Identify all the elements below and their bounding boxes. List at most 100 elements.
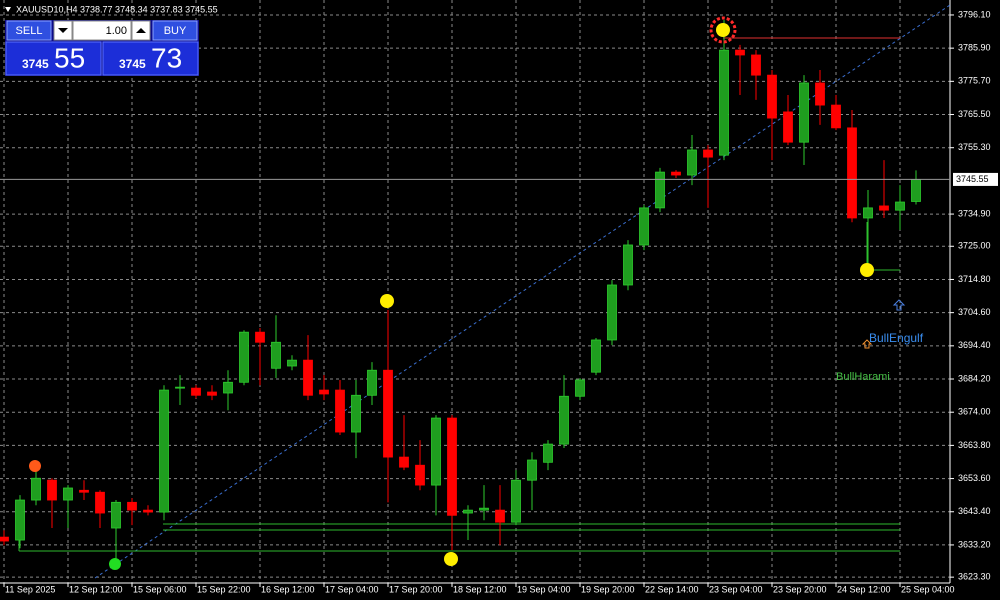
- candle-body: [351, 394, 361, 433]
- y-tick-label: 3663.80: [958, 440, 991, 450]
- candle-body: [431, 417, 441, 486]
- candle-body: [463, 509, 473, 514]
- candle-body: [575, 379, 585, 397]
- buy-label: BUY: [164, 25, 187, 37]
- candle-body: [639, 207, 649, 246]
- candle-body: [271, 341, 281, 369]
- candle-body: [287, 359, 297, 367]
- y-tick-label: 3714.80: [958, 274, 991, 284]
- candle-body: [687, 149, 697, 176]
- sell-label: SELL: [16, 25, 43, 37]
- candle-body: [239, 331, 249, 383]
- signal-dot: [716, 23, 730, 37]
- x-tick-label: 25 Sep 04:00: [901, 584, 955, 594]
- x-tick-label: 17 Sep 04:00: [325, 584, 379, 594]
- x-tick-label: 18 Sep 12:00: [453, 584, 507, 594]
- candle-body: [303, 359, 313, 396]
- candle-body: [63, 487, 73, 501]
- y-tick-label: 3684.20: [958, 373, 991, 383]
- y-tick-label: 3755.30: [958, 142, 991, 152]
- candle-body: [559, 395, 569, 445]
- y-tick-label: 3704.60: [958, 307, 991, 317]
- candle-body: [31, 477, 41, 501]
- lot-input[interactable]: [72, 20, 132, 41]
- trade-panel: SELL 1.00 BUY 3745 55 3745 73: [5, 20, 199, 76]
- arrow-icon: [892, 299, 906, 311]
- current-price-label: 3745.55: [956, 174, 989, 184]
- ask-big: 3745: [119, 57, 146, 71]
- candle-body: [895, 201, 905, 211]
- candles: [0, 19, 921, 566]
- bid-small: 55: [54, 42, 85, 73]
- candle-body: [319, 389, 329, 395]
- candle-body: [479, 507, 489, 511]
- candle-body: [399, 456, 409, 468]
- candle-body: [367, 369, 377, 396]
- candle-body: [671, 171, 681, 176]
- candle-body: [95, 491, 105, 514]
- candle-body: [223, 381, 233, 394]
- x-tick-label: 11 Sep 2025: [5, 584, 55, 594]
- candle-body: [623, 244, 633, 286]
- candle-body: [383, 369, 393, 458]
- y-tick-label: 3765.50: [958, 109, 991, 119]
- candle-body: [527, 459, 537, 481]
- x-tick-label: 23 Sep 20:00: [773, 584, 827, 594]
- x-tick-label: 12 Sep 12:00: [69, 584, 123, 594]
- candle-body: [191, 387, 201, 396]
- y-tick-label: 3643.40: [958, 506, 991, 516]
- candle-body: [607, 284, 617, 341]
- candle-body: [47, 479, 57, 501]
- y-tick-label: 3694.40: [958, 340, 991, 350]
- x-tick-label: 16 Sep 12:00: [261, 584, 315, 594]
- candle-body: [847, 127, 857, 219]
- y-tick-label: 3674.00: [958, 407, 991, 417]
- candle-body: [815, 82, 825, 106]
- bid-big: 3745: [22, 57, 49, 71]
- y-tick-label: 3633.20: [958, 539, 991, 549]
- pattern-label: BullEngulf: [869, 331, 924, 345]
- y-tick-label: 3725.00: [958, 241, 991, 251]
- signal-dot: [860, 263, 874, 277]
- x-tick-label: 23 Sep 04:00: [709, 584, 763, 594]
- candle-body: [831, 104, 841, 129]
- y-tick-label: 3785.90: [958, 43, 991, 53]
- candle-body: [511, 479, 521, 523]
- candle-body: [911, 179, 921, 202]
- buy-button[interactable]: [152, 20, 198, 41]
- candle-body: [767, 74, 777, 119]
- lot-value: 1.00: [106, 25, 127, 37]
- candle-body: [415, 464, 425, 486]
- candle-body: [591, 339, 601, 373]
- candle-body: [143, 509, 153, 513]
- x-tick-label: 22 Sep 14:00: [645, 584, 699, 594]
- candle-body: [127, 501, 137, 511]
- sell-price-box[interactable]: [5, 41, 102, 76]
- candle-body: [159, 389, 169, 513]
- candle-body: [207, 391, 217, 396]
- candle-body: [335, 389, 345, 433]
- ask-small: 73: [151, 42, 182, 73]
- grid: [0, 0, 950, 583]
- candle-body: [15, 499, 25, 541]
- candle-body: [799, 82, 809, 143]
- signal-burst: [709, 16, 737, 44]
- header-icon: [5, 7, 11, 12]
- candle-body: [495, 509, 505, 523]
- signal-dot: [109, 558, 121, 570]
- x-tick-label: 24 Sep 12:00: [837, 584, 891, 594]
- signal-dot: [29, 460, 41, 472]
- candle-body: [79, 489, 89, 493]
- candle-body: [863, 207, 873, 219]
- candle-body: [879, 205, 889, 211]
- candle-body: [0, 536, 9, 542]
- candle-body: [447, 417, 457, 516]
- candle-body: [543, 443, 553, 463]
- y-tick-label: 3623.30: [958, 572, 991, 582]
- x-tick-label: 17 Sep 20:00: [389, 584, 443, 594]
- sell-button[interactable]: [6, 20, 52, 41]
- lot-up-icon: [136, 28, 146, 33]
- buy-price-box[interactable]: [102, 41, 199, 76]
- symbol-info: XAUUSD10,H4 3738.77 3748.34 3737.83 3745…: [16, 4, 218, 14]
- lot-down-icon: [58, 28, 68, 33]
